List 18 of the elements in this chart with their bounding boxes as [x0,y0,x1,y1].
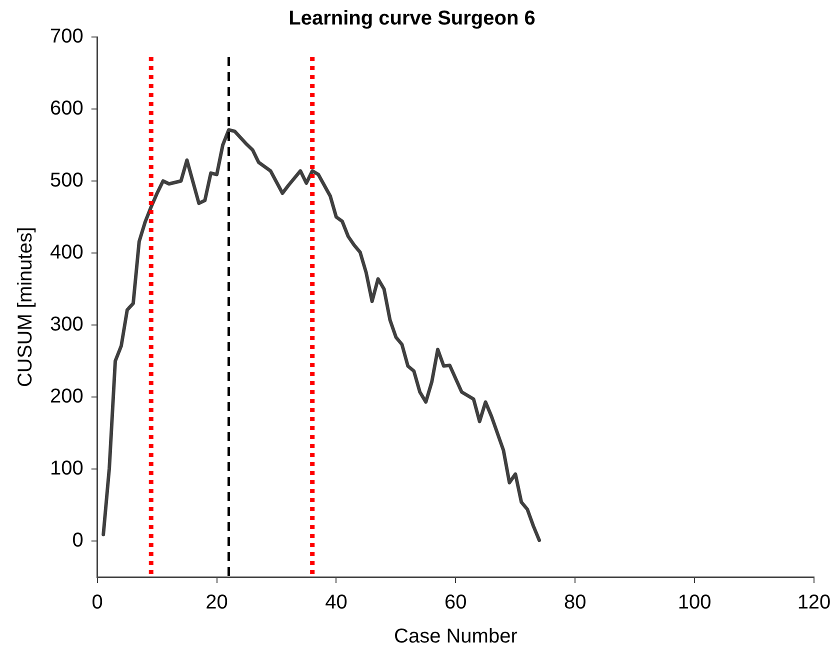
y-tick-label: 300 [50,314,84,336]
x-tick-label: 60 [444,592,467,614]
y-tick-label: 700 [50,26,84,48]
x-tick-label: 20 [206,592,228,614]
x-tick-label: 120 [797,592,831,614]
y-tick-label: 0 [72,530,84,552]
x-tick-label: 80 [564,592,586,614]
y-tick-label: 200 [50,386,84,408]
x-axis-title: Case Number [394,626,518,648]
y-tick-label: 100 [50,458,84,480]
y-tick-label: 400 [50,242,84,264]
chart-title: Learning curve Surgeon 6 [288,8,536,30]
x-tick-label: 40 [325,592,348,614]
x-tick-label: 0 [92,592,103,614]
y-tick-label: 500 [50,170,84,192]
x-tick-label: 100 [678,592,712,614]
y-axis-title: CUSUM [minutes] [14,226,37,388]
y-tick-label: 600 [50,98,84,120]
